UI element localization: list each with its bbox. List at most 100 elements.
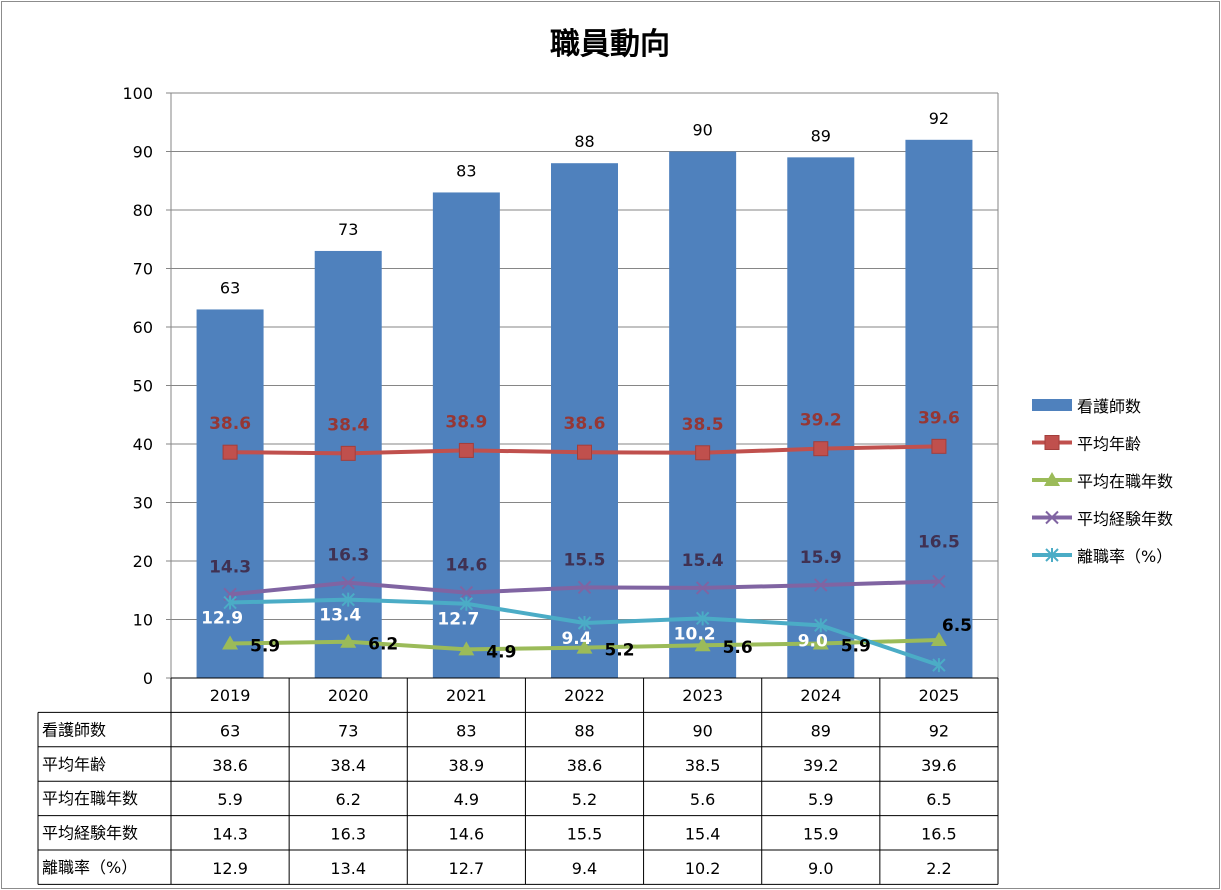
table-cell: 92 (929, 721, 949, 740)
table-cell: 89 (811, 721, 831, 740)
triangle-marker (458, 641, 475, 656)
line-value-label: 38.4 (327, 415, 369, 435)
y-tick-label: 10 (133, 611, 153, 630)
table-cell: 9.4 (572, 859, 597, 878)
bar (314, 250, 382, 678)
y-tick-label: 60 (133, 318, 153, 337)
bar-series (196, 139, 973, 679)
y-tick-label: 100 (122, 84, 153, 103)
triangle-marker (694, 637, 711, 652)
table-cell: 73 (338, 721, 358, 740)
bar-value-label: 63 (220, 278, 240, 297)
line-value-label: 39.2 (800, 411, 842, 431)
table-cell: 5.6 (690, 790, 715, 809)
x-marker (814, 578, 828, 592)
table-cell: 83 (456, 721, 476, 740)
bar (905, 139, 973, 679)
line-value-label: 6.5 (942, 616, 972, 636)
table-cell: 38.6 (567, 756, 603, 775)
square-marker (931, 438, 947, 454)
line-value-label: 9.0 (798, 631, 828, 651)
bar (787, 157, 855, 679)
line-value-label: 15.9 (800, 548, 842, 568)
triangle-marker (930, 631, 947, 646)
triangle-marker (812, 635, 829, 650)
legend-label: 平均経験年数 (1077, 510, 1173, 529)
table-cell: 10.2 (685, 859, 721, 878)
y-tick-label: 70 (133, 260, 153, 279)
square-marker (695, 445, 711, 461)
table-cell: 16.5 (921, 825, 957, 844)
triangle-marker (1044, 472, 1060, 486)
data-table: 2019 2020 2021 2022 2023 2024 2025 看護師数 63 73 83 88… (37, 677, 999, 885)
line-value-label: 5.2 (604, 641, 634, 661)
bar (551, 163, 618, 678)
bar (669, 151, 737, 678)
table-cell: 4.9 (454, 790, 479, 809)
x-category-label: 2021 (446, 686, 487, 705)
table-cell: 15.4 (685, 825, 721, 844)
line-value-label: 15.5 (564, 550, 606, 570)
y-axis: 0 10 20 30 40 50 60 70 80 90 100 (122, 84, 172, 688)
table-cell: 2.2 (926, 859, 951, 878)
line-value-label: 5.9 (841, 636, 871, 656)
triangle-marker (222, 635, 239, 650)
triangle-marker (576, 639, 593, 654)
line-value-label: 39.6 (918, 408, 960, 428)
square-marker (813, 441, 829, 457)
table-cell: 15.5 (567, 825, 603, 844)
bar-value-label: 83 (456, 161, 476, 180)
table-cell: 5.2 (572, 790, 597, 809)
line-value-label: 6.2 (368, 635, 398, 655)
star-marker (459, 596, 474, 611)
line-value-label: 2.2 (924, 678, 954, 698)
line-value-label: 12.7 (437, 610, 479, 630)
line-value-label: 38.5 (682, 415, 724, 435)
line-value-label: 5.6 (723, 638, 753, 658)
y-tick-label: 90 (133, 143, 153, 162)
triangle-marker (340, 633, 357, 648)
bar (196, 309, 264, 678)
line-value-label: 16.3 (327, 546, 369, 566)
x-category-label: 2019 (210, 686, 251, 705)
table-cell: 6.2 (335, 790, 360, 809)
y-tick-label: 30 (133, 494, 153, 513)
table-cell: 38.4 (330, 756, 366, 775)
table-cell: 5.9 (808, 790, 833, 809)
star-marker (341, 592, 355, 607)
line-series (222, 438, 947, 673)
star-marker (223, 595, 237, 610)
table-cell: 38.9 (449, 756, 485, 775)
x-marker (459, 585, 474, 600)
line-value-label: 15.4 (682, 551, 724, 571)
y-tick-label: 50 (133, 377, 153, 396)
table-cell: 12.7 (449, 859, 485, 878)
line-value-label: 14.3 (209, 557, 251, 577)
table-row-header: 平均在職年数 (42, 789, 138, 808)
legend-label: 離職率（%） (1077, 547, 1172, 566)
star-marker (577, 616, 592, 631)
x-category-label: 2022 (564, 686, 605, 705)
x-category-label: 2025 (919, 686, 960, 705)
table-cell: 14.6 (449, 825, 485, 844)
x-marker (932, 574, 946, 589)
bar-value-label: 73 (338, 220, 358, 239)
square-marker (222, 444, 238, 460)
line-value-label: 13.4 (319, 606, 361, 626)
line-value-label: 38.6 (564, 414, 606, 434)
line-value-label: 38.6 (209, 414, 251, 434)
table-cell: 14.3 (212, 825, 248, 844)
table-row-header: 平均年齢 (42, 755, 106, 774)
bar-value-label: 88 (574, 132, 594, 151)
table-cell: 63 (220, 721, 240, 740)
data-labels: 63 73 83 88 90 89 92 38.6 38.4 38.9 38.6 38.5 39.2 39… (201, 109, 972, 698)
table-cell: 15.9 (803, 825, 839, 844)
table-cell: 16.3 (330, 825, 366, 844)
square-marker (458, 442, 474, 458)
square-marker (340, 445, 356, 461)
x-category-label: 2020 (328, 686, 369, 705)
table-cell: 5.9 (217, 790, 242, 809)
